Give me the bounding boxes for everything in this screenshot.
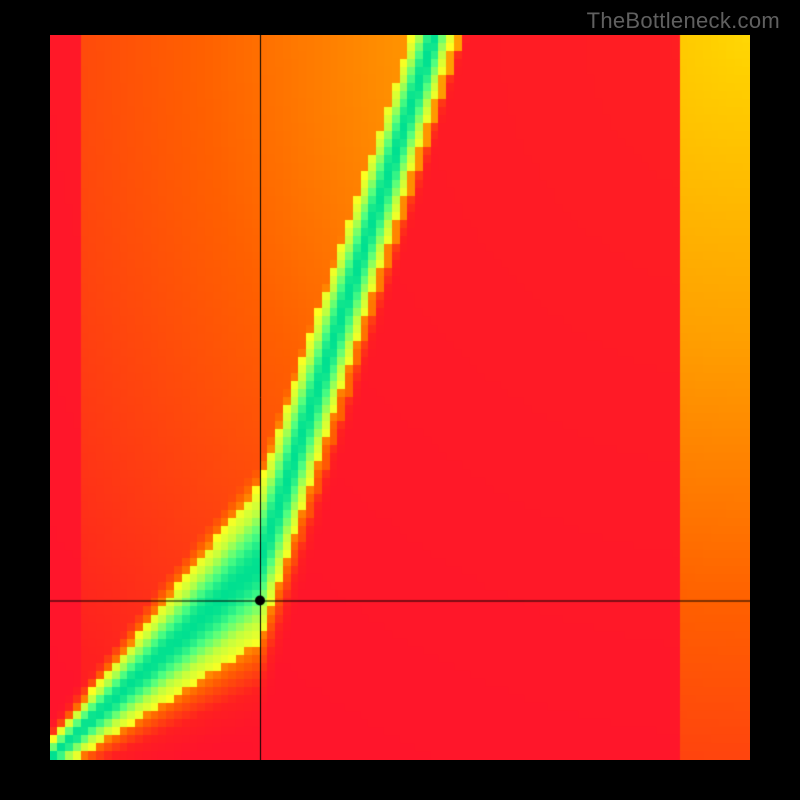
watermark-text: TheBottleneck.com [587,8,780,34]
bottleneck-heatmap [50,35,750,760]
